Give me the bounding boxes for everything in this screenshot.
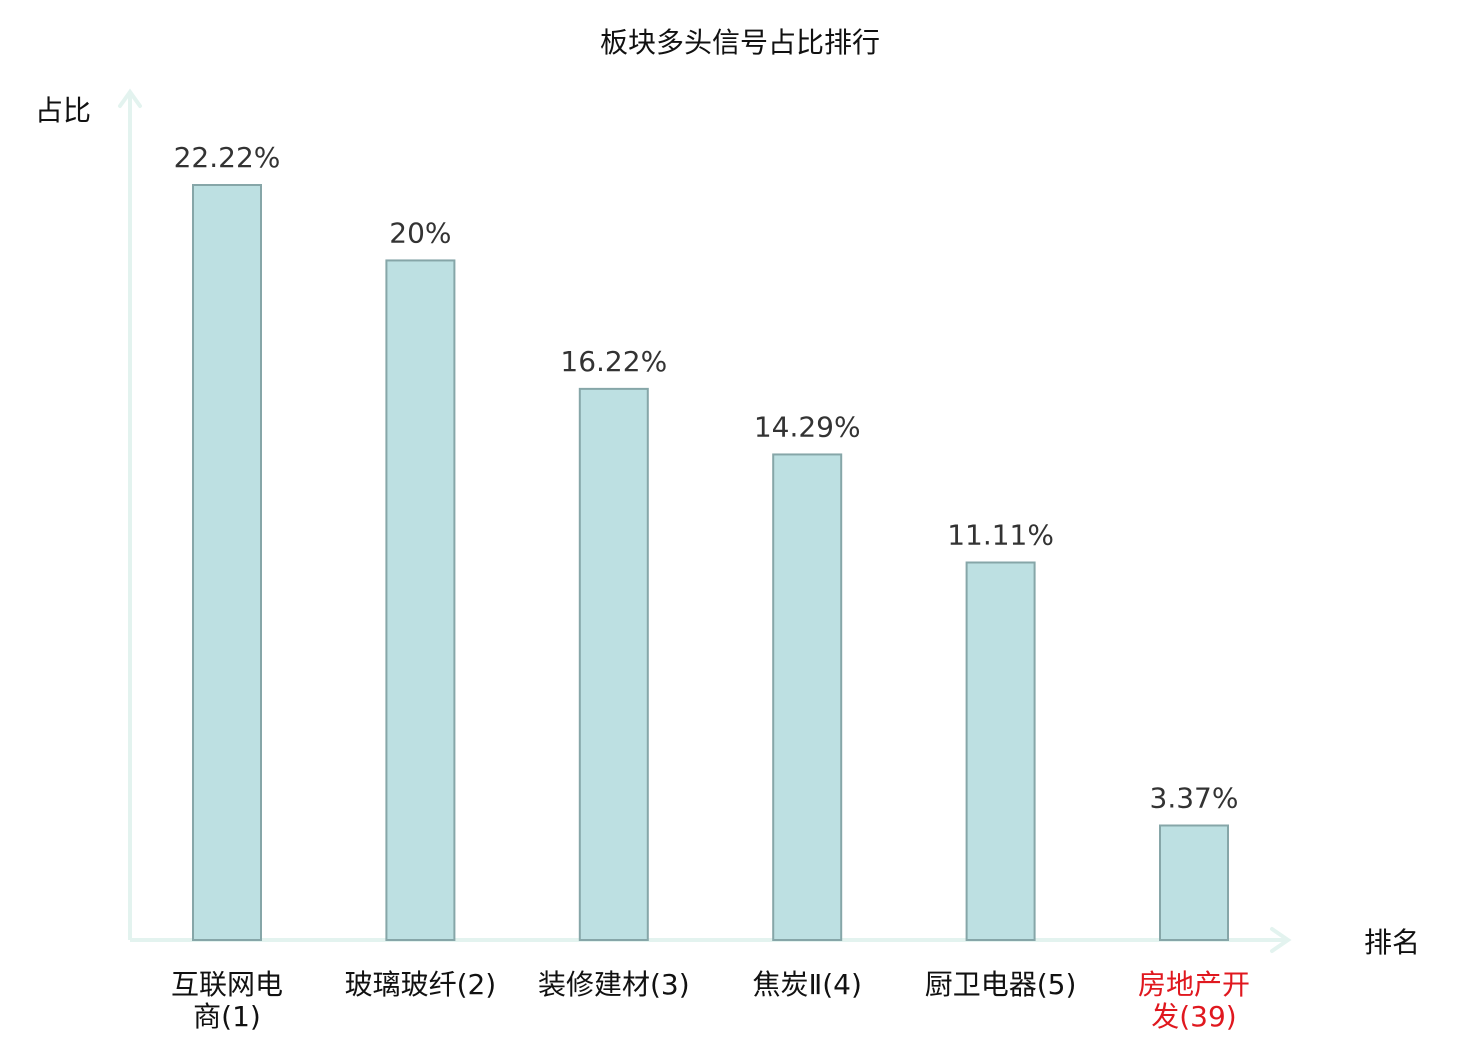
- category-label: 发(39): [1151, 1000, 1236, 1033]
- category-label: 装修建材(3): [538, 968, 690, 1001]
- value-label: 20%: [389, 216, 451, 249]
- value-labels-group: 22.22% 20% 16.22% 14.29% 11.11% 3.37%: [174, 141, 1239, 814]
- axes: [118, 88, 1292, 953]
- chart-title: 板块多头信号占比排行: [600, 26, 880, 59]
- value-label: 22.22%: [174, 141, 281, 174]
- bar: [1159, 824, 1229, 941]
- category-label: 厨卫电器(5): [925, 968, 1077, 1001]
- value-label: 3.37%: [1150, 781, 1239, 814]
- bar: [385, 259, 456, 941]
- value-label: 14.29%: [754, 410, 861, 443]
- x-axis-title: 排名: [1364, 926, 1420, 959]
- category-label: 焦炭Ⅱ(4): [752, 968, 861, 1001]
- bar: [578, 387, 649, 942]
- category-label: 玻璃玻纤(2): [345, 968, 497, 1001]
- bar: [192, 184, 262, 941]
- x-axis-arrow: [1270, 927, 1292, 953]
- bar: [772, 453, 843, 941]
- y-axis-arrow: [118, 88, 142, 108]
- y-axis-title: 占比: [35, 94, 91, 127]
- value-label: 16.22%: [560, 345, 667, 378]
- bars-group: [192, 184, 1229, 942]
- bar: [965, 561, 1036, 941]
- category-label: 商(1): [193, 1000, 261, 1033]
- value-label: 11.11%: [947, 519, 1054, 552]
- category-label: 互联网电: [171, 968, 283, 1001]
- category-label: 房地产开: [1138, 968, 1250, 1001]
